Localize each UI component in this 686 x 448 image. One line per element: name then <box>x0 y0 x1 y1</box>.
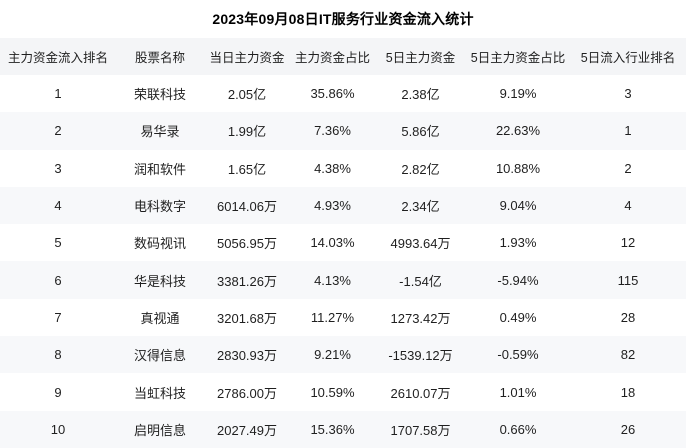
today-main-capital-cell: 2786.00万 <box>217 385 277 401</box>
main-capital-ratio-cell: 4.93% <box>314 198 351 214</box>
column-header-rank: 主力资金流入排名 <box>7 51 108 65</box>
five-day-industry-rank-cell: 3 <box>624 86 632 102</box>
five-day-capital-ratio-cell: 22.63% <box>495 123 541 139</box>
rank-cell: 6 <box>54 272 62 288</box>
rank-cell: 3 <box>54 160 62 176</box>
five-day-main-capital-cell: 2610.07万 <box>390 385 451 401</box>
today-main-capital-cell: 6014.06万 <box>217 199 277 215</box>
table-row: 6 华是科技 3381.26万 4.13% -1.54亿 -5.94% 115 <box>0 261 686 299</box>
five-day-capital-ratio-cell: 9.04% <box>499 198 537 214</box>
five-day-capital-ratio-cell: 1.01% <box>499 384 537 400</box>
today-main-capital-cell: 1.99亿 <box>227 124 267 140</box>
table-row: 10 启明信息 2027.49万 15.36% 1707.58万 0.66% 26 <box>0 410 686 448</box>
five-day-capital-ratio-cell: 10.88% <box>495 160 541 176</box>
stock-name-cell: 润和软件 <box>133 161 186 177</box>
table-row: 7 真视通 3201.68万 11.27% 1273.42万 0.49% 28 <box>0 298 686 337</box>
rank-cell: 8 <box>54 347 62 363</box>
table-row: 8 汉得信息 2830.93万 9.21% -1539.12万 -0.59% 82 <box>0 336 686 374</box>
stock-name-cell: 当虹科技 <box>133 385 186 401</box>
five-day-main-capital-cell: 4993.64万 <box>390 236 451 252</box>
five-day-main-capital-cell: 2.82亿 <box>401 161 440 177</box>
column-header-five-day-industry-rank: 5日流入行业排名 <box>580 51 676 65</box>
today-main-capital-cell: 3381.26万 <box>217 273 277 289</box>
today-main-capital-cell: 2027.49万 <box>217 422 277 438</box>
five-day-capital-ratio-cell: 0.49% <box>499 309 537 325</box>
five-day-main-capital-cell: 2.34亿 <box>401 199 440 215</box>
five-day-capital-ratio-cell: 1.93% <box>499 235 537 251</box>
rank-cell: 10 <box>50 421 66 437</box>
today-main-capital-cell: 1.65亿 <box>227 161 267 177</box>
table-header-row: 主力资金流入排名 股票名称 当日主力资金 主力资金占比 5日主力资金 5日主力资金占比 5日… <box>0 38 686 75</box>
main-capital-ratio-cell: 7.36% <box>314 123 351 139</box>
five-day-industry-rank-cell: 115 <box>617 272 639 288</box>
five-day-capital-ratio-cell: 0.66% <box>499 421 537 437</box>
rank-cell: 7 <box>54 309 62 325</box>
column-header-today-main-capital: 当日主力资金 <box>209 51 285 65</box>
five-day-industry-rank-cell: 4 <box>624 198 632 214</box>
five-day-capital-ratio-cell: 9.19% <box>499 86 537 102</box>
five-day-main-capital-cell: 5.86亿 <box>401 124 440 140</box>
main-capital-ratio-cell: 35.86% <box>310 86 355 102</box>
rank-cell: 4 <box>54 198 62 214</box>
five-day-main-capital-cell: 1273.42万 <box>390 310 451 326</box>
stock-name-cell: 华是科技 <box>133 273 186 289</box>
table-row: 4 电科数字 6014.06万 4.93% 2.34亿 9.04% 4 <box>0 186 686 225</box>
five-day-industry-rank-cell: 2 <box>624 160 632 176</box>
column-header-main-capital-ratio: 主力资金占比 <box>294 51 370 65</box>
table-row: 5 数码视讯 5056.95万 14.03% 4993.64万 1.93% 12 <box>0 224 686 262</box>
capital-inflow-table: 主力资金流入排名 股票名称 当日主力资金 主力资金占比 5日主力资金 5日主力资金占比 5日… <box>0 38 686 448</box>
column-header-five-day-main-capital: 5日主力资金 <box>385 51 456 65</box>
today-main-capital-cell: 2830.93万 <box>217 348 277 364</box>
main-capital-ratio-cell: 15.36% <box>310 421 355 437</box>
rank-cell: 5 <box>54 235 62 251</box>
column-header-stock-name: 股票名称 <box>134 51 185 65</box>
five-day-main-capital-cell: 2.38亿 <box>401 87 440 103</box>
main-capital-ratio-cell: 9.21% <box>314 347 351 363</box>
today-main-capital-cell: 5056.95万 <box>217 236 277 252</box>
main-capital-ratio-cell: 11.27% <box>310 309 355 325</box>
five-day-main-capital-cell: -1.54亿 <box>399 273 442 289</box>
five-day-capital-ratio-cell: -0.59% <box>497 347 539 363</box>
stock-name-cell: 易华录 <box>140 124 180 140</box>
five-day-industry-rank-cell: 12 <box>620 235 636 251</box>
stock-name-cell: 数码视讯 <box>133 236 186 252</box>
five-day-industry-rank-cell: 26 <box>620 421 636 437</box>
five-day-industry-rank-cell: 1 <box>624 123 632 139</box>
main-capital-ratio-cell: 14.03% <box>310 235 355 251</box>
stock-name-cell: 电科数字 <box>133 199 186 215</box>
table-row: 2 易华录 1.99亿 7.36% 5.86亿 22.63% 1 <box>0 112 686 150</box>
stock-name-cell: 荣联科技 <box>133 87 186 103</box>
main-capital-ratio-cell: 4.38% <box>314 160 351 176</box>
stock-name-cell: 启明信息 <box>133 422 186 438</box>
main-capital-ratio-cell: 10.59% <box>310 384 355 400</box>
table-row: 1 荣联科技 2.05亿 35.86% 2.38亿 9.19% 3 <box>0 75 686 113</box>
rank-cell: 1 <box>54 86 62 102</box>
table-header: 主力资金流入排名 股票名称 当日主力资金 主力资金占比 5日主力资金 5日主力资金占比 5日… <box>0 38 686 75</box>
five-day-industry-rank-cell: 18 <box>620 384 636 400</box>
stock-name-cell: 汉得信息 <box>133 348 186 364</box>
five-day-industry-rank-cell: 82 <box>620 347 636 363</box>
page-title: 2023年09月08日IT服务行业资金流入统计 <box>212 11 474 27</box>
main-capital-ratio-cell: 4.13% <box>314 272 351 288</box>
five-day-main-capital-cell: 1707.58万 <box>390 422 451 438</box>
table-row: 9 当虹科技 2786.00万 10.59% 2610.07万 1.01% 18 <box>0 373 686 411</box>
rank-cell: 9 <box>54 384 62 400</box>
rank-cell: 2 <box>54 123 62 139</box>
today-main-capital-cell: 2.05亿 <box>227 87 267 103</box>
stock-name-cell: 真视通 <box>140 310 180 326</box>
table-row: 3 润和软件 1.65亿 4.38% 2.82亿 10.88% 2 <box>0 149 686 187</box>
five-day-main-capital-cell: -1539.12万 <box>388 348 453 364</box>
today-main-capital-cell: 3201.68万 <box>217 310 277 326</box>
five-day-capital-ratio-cell: -5.94% <box>497 272 539 288</box>
column-header-five-day-capital-ratio: 5日主力资金占比 <box>470 51 566 65</box>
table-body: 1 荣联科技 2.05亿 35.86% 2.38亿 9.19% 3 2 易华录 1.99亿 7.36… <box>0 75 686 448</box>
five-day-industry-rank-cell: 28 <box>620 309 636 325</box>
